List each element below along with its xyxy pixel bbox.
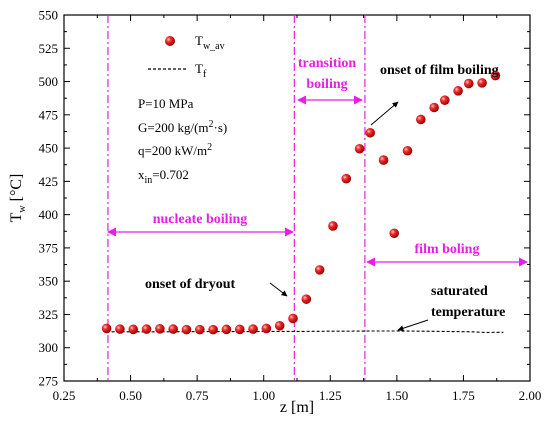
y-tick-label: 525 xyxy=(39,41,59,56)
x-tick-label: 1.25 xyxy=(319,388,342,403)
legend-label-tf: Tf xyxy=(195,61,207,80)
tw-av-point xyxy=(274,320,285,331)
param-heat-flux: q=200 kW/m2 xyxy=(138,142,212,158)
tw-av-point xyxy=(378,155,389,165)
tw-av-point xyxy=(248,324,258,334)
y-tick-label: 425 xyxy=(39,174,59,189)
x-tick-label: 1.00 xyxy=(252,388,275,403)
x-tick-labels: 0.25 0.50 0.75 1.00 1.25 1.50 1.75 2.00 xyxy=(53,388,542,403)
tw-av-point xyxy=(453,86,463,96)
legend-label-tw-av: Tw_av xyxy=(195,33,225,52)
tw-av-point xyxy=(141,324,152,334)
tw-av-point xyxy=(402,145,413,156)
x-tick-label: 1.75 xyxy=(452,388,475,403)
tw-av-point xyxy=(234,324,245,335)
x-tick-label: 0.75 xyxy=(186,388,209,403)
tw-av-point xyxy=(128,324,139,335)
y-axis-title: Tw [°C] xyxy=(8,174,28,223)
x-tick-label: 1.50 xyxy=(385,388,408,403)
param-pressure: P=10 MPa xyxy=(138,96,194,111)
label-transition-2: boiling xyxy=(306,77,347,92)
tw-av-point xyxy=(341,173,352,184)
tw-av-point xyxy=(288,313,298,324)
tw-av-point xyxy=(477,78,487,88)
tw-av-point xyxy=(354,143,365,154)
arrow-onset-dryout xyxy=(269,282,288,297)
x-tick-label: 0.25 xyxy=(53,388,76,403)
arrow-onset-film-boiling xyxy=(370,101,399,126)
tw-av-point xyxy=(301,294,312,304)
tw-av-point xyxy=(429,102,439,113)
tw-av-point xyxy=(261,323,272,334)
tw-av-point xyxy=(155,324,165,334)
label-transition-1: transition xyxy=(298,56,357,71)
legend-marker-tw-av xyxy=(165,36,175,46)
axis-ticks xyxy=(63,14,531,382)
y-tick-label: 325 xyxy=(39,307,59,322)
legend: Tw_av Tf xyxy=(148,33,225,80)
series-tf xyxy=(106,330,504,333)
tw-av-point xyxy=(168,324,178,334)
tw-av-point xyxy=(439,95,450,105)
tw-av-point xyxy=(490,70,501,81)
tw-av-point xyxy=(328,221,338,231)
y-tick-label: 375 xyxy=(39,240,59,255)
tw-av-point xyxy=(101,323,112,334)
y-tick-label: 400 xyxy=(39,207,59,222)
param-mass-flux: G=200 kg/(m2·s) xyxy=(138,119,227,135)
y-tick-label: 350 xyxy=(39,274,59,289)
parameters: P=10 MPa G=200 kg/(m2·s) q=200 kW/m2 xin… xyxy=(138,96,227,186)
param-inlet-quality: xin=0.702 xyxy=(138,167,189,186)
tw-av-point xyxy=(416,114,426,125)
y-tick-label: 475 xyxy=(39,107,59,122)
x-tick-label: 2.00 xyxy=(519,388,542,403)
tw-av-point xyxy=(221,324,232,335)
y-tick-label: 550 xyxy=(39,8,59,23)
annotations: transition boiling nucleate boiling film… xyxy=(107,56,528,332)
label-saturated-2: temperature xyxy=(431,305,505,320)
x-tick-label: 0.50 xyxy=(119,388,142,403)
tw-av-point xyxy=(208,324,218,335)
y-tick-label: 450 xyxy=(39,141,59,156)
series-tw-av xyxy=(101,70,501,335)
tw-av-point xyxy=(463,78,474,89)
tw-av-point xyxy=(314,265,325,275)
y-tick-label: 275 xyxy=(39,374,59,389)
label-saturated-1: saturated xyxy=(431,284,488,299)
label-nucleate-boiling: nucleate boiling xyxy=(153,212,248,227)
arrow-saturated xyxy=(397,319,429,332)
tf-line xyxy=(106,330,504,333)
y-tick-label: 300 xyxy=(39,340,59,355)
label-film-boiling: film boling xyxy=(415,242,480,257)
x-axis-title: z [m] xyxy=(280,399,314,416)
y-tick-labels: 275 300 325 350 375 400 425 450 475 500 525 550 xyxy=(39,8,59,389)
tw-av-point xyxy=(115,324,125,334)
tw-av-point xyxy=(181,324,192,335)
y-tick-label: 500 xyxy=(39,74,59,89)
label-onset-dryout: onset of dryout xyxy=(145,277,236,292)
label-onset-film-boiling: onset of film boiling xyxy=(380,63,499,78)
tw-av-point xyxy=(365,127,376,138)
tw-av-point xyxy=(195,324,205,335)
tw-av-point xyxy=(389,228,399,239)
